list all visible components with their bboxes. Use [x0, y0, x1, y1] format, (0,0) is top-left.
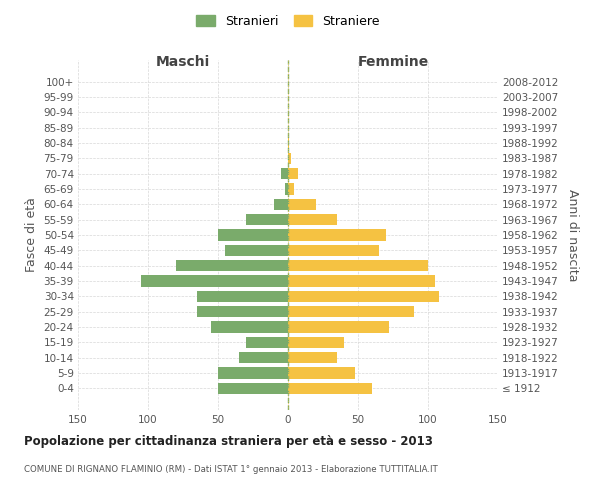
Bar	[288, 214, 337, 226]
Bar	[288, 229, 386, 241]
Bar	[197, 306, 288, 318]
Bar	[246, 214, 288, 226]
Bar	[288, 352, 337, 364]
Bar	[288, 137, 289, 148]
Bar	[246, 336, 288, 348]
Bar	[197, 290, 288, 302]
Y-axis label: Anni di nascita: Anni di nascita	[566, 188, 579, 281]
Bar	[288, 244, 379, 256]
Bar	[288, 322, 389, 333]
Bar	[274, 198, 288, 210]
Bar	[218, 229, 288, 241]
Text: COMUNE DI RIGNANO FLAMINIO (RM) - Dati ISTAT 1° gennaio 2013 - Elaborazione TUTT: COMUNE DI RIGNANO FLAMINIO (RM) - Dati I…	[24, 465, 438, 474]
Text: Femmine: Femmine	[358, 56, 428, 70]
Bar	[225, 244, 288, 256]
Bar	[285, 183, 288, 194]
Bar	[288, 276, 435, 287]
Text: Popolazione per cittadinanza straniera per età e sesso - 2013: Popolazione per cittadinanza straniera p…	[24, 435, 433, 448]
Bar	[288, 152, 291, 164]
Bar	[141, 276, 288, 287]
Bar	[211, 322, 288, 333]
Bar	[288, 290, 439, 302]
Bar	[288, 198, 316, 210]
Bar	[281, 168, 288, 179]
Bar	[176, 260, 288, 272]
Bar	[218, 382, 288, 394]
Bar	[288, 368, 355, 379]
Bar	[288, 260, 428, 272]
Bar	[218, 368, 288, 379]
Bar	[288, 382, 372, 394]
Legend: Stranieri, Straniere: Stranieri, Straniere	[193, 11, 383, 32]
Bar	[288, 306, 414, 318]
Bar	[239, 352, 288, 364]
Text: Maschi: Maschi	[156, 56, 210, 70]
Bar	[288, 168, 298, 179]
Bar	[288, 183, 293, 194]
Y-axis label: Fasce di età: Fasce di età	[25, 198, 38, 272]
Bar	[288, 336, 344, 348]
